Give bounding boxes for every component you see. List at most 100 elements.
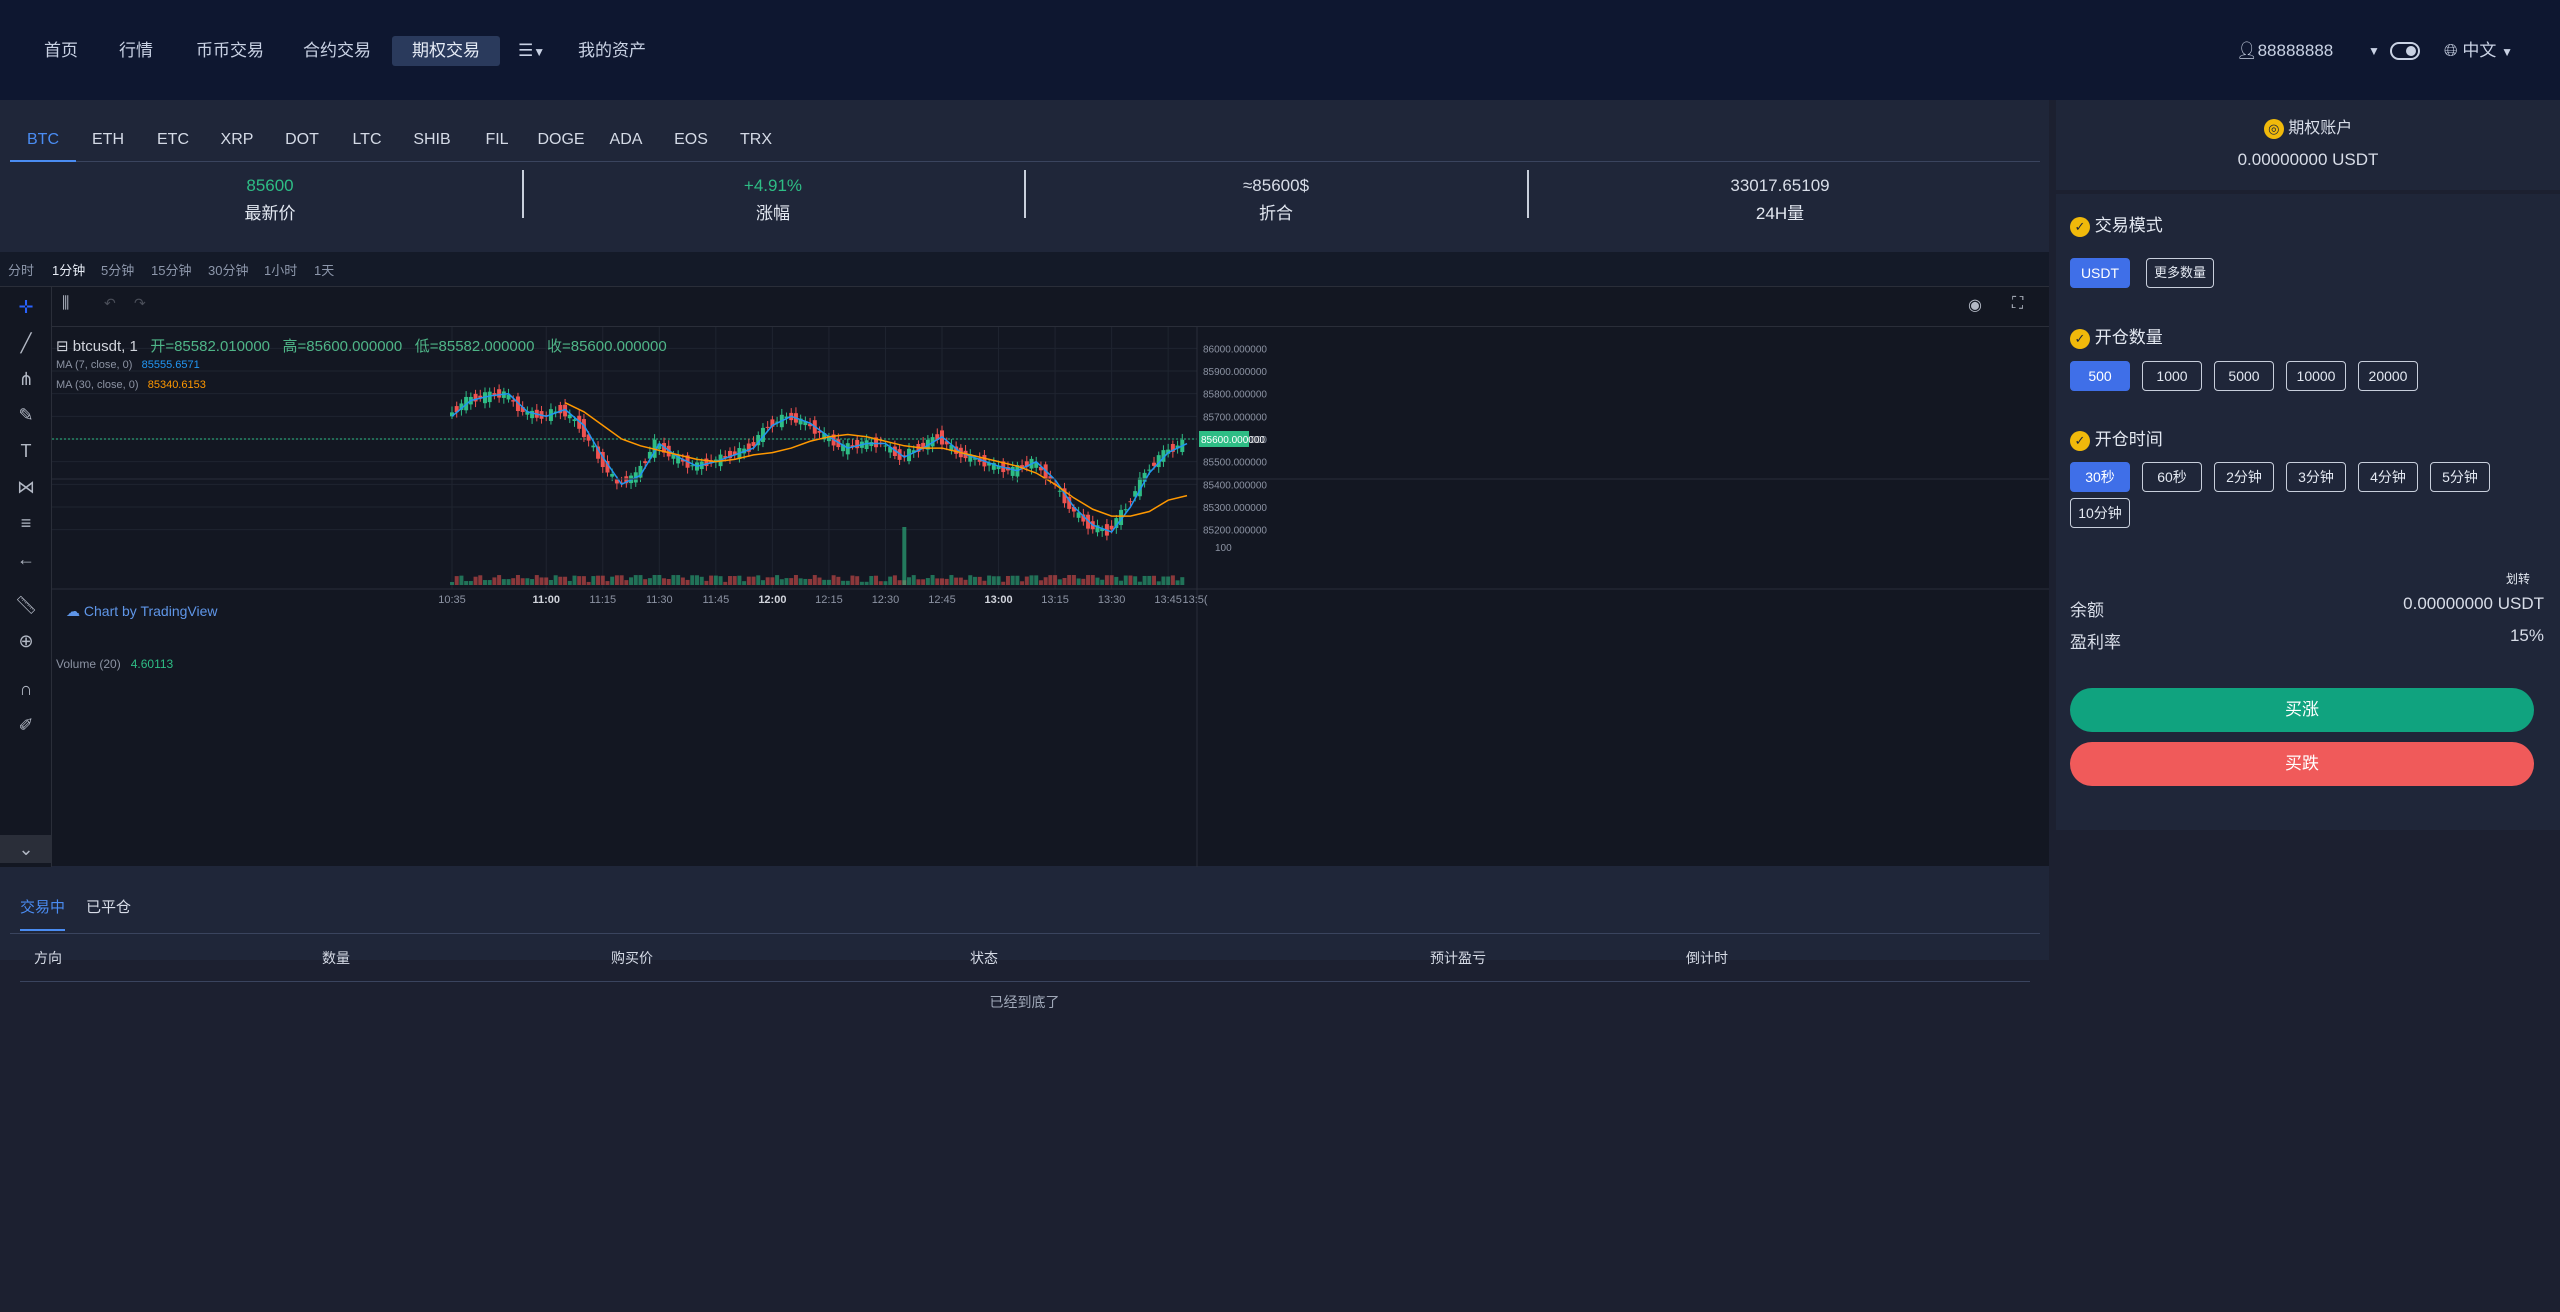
volume-bar: [718, 576, 723, 585]
ruler-icon[interactable]: 📏︎: [14, 595, 38, 615]
divider: [20, 981, 2030, 982]
amount-1000-button[interactable]: 1000: [2142, 361, 2202, 391]
text-tool-icon[interactable]: T: [20, 441, 32, 461]
nav-assets[interactable]: 我的资产: [578, 41, 646, 60]
magnet-icon[interactable]: ∩: [19, 679, 33, 699]
volume-bar: [864, 581, 869, 585]
interval-15m[interactable]: 15分钟: [151, 263, 192, 278]
tab-ada[interactable]: ADA: [609, 131, 643, 148]
time-60s-button[interactable]: 60秒: [2142, 462, 2202, 492]
tab-xrp[interactable]: XRP: [220, 131, 254, 148]
stat-label: 涨幅: [756, 204, 790, 223]
volume-bar: [963, 579, 968, 585]
nav-spot[interactable]: 币币交易: [196, 41, 264, 60]
lock-pencil-icon[interactable]: ✐: [18, 715, 34, 735]
time-tick-label: 13:00: [984, 594, 1012, 606]
tab-dot[interactable]: DOT: [285, 131, 319, 148]
candle-body: [572, 419, 577, 422]
tradingview-chart[interactable]: ✛ ╱ ⋔ ✎ T ⋈ ≡ ← 📏︎ ⊕ ∩ ✐ ⌄ ⫼ ↶ ↷ ◉ ⛶ 860…: [0, 286, 2049, 867]
camera-icon[interactable]: ◉: [1968, 297, 1982, 314]
volume-bar: [1029, 575, 1034, 585]
interval-1d[interactable]: 1天: [314, 263, 335, 278]
mode-more-button[interactable]: 更多数量: [2146, 258, 2214, 288]
balance-label: 余额: [2070, 601, 2104, 620]
tab-etc[interactable]: ETC: [157, 131, 189, 148]
chart-type-icon[interactable]: ⫼: [62, 295, 70, 312]
chevron-down-icon[interactable]: ⌄: [0, 835, 52, 863]
tradingview-attribution[interactable]: ☁ Chart by TradingView: [66, 603, 217, 620]
mode-usdt-button[interactable]: USDT: [2070, 258, 2130, 288]
volume-bar: [1156, 581, 1161, 585]
zoom-in-icon[interactable]: ⊕: [18, 631, 34, 651]
tab-ltc[interactable]: LTC: [352, 131, 382, 148]
brush-icon[interactable]: ✎: [18, 405, 34, 425]
time-title: ✓ 开仓时间: [2070, 428, 2163, 452]
trend-line-icon[interactable]: ╱: [20, 333, 32, 353]
buy-down-button[interactable]: 买跌: [2070, 742, 2534, 786]
tab-eth[interactable]: ETH: [92, 131, 124, 148]
interval-1h[interactable]: 1小时: [264, 263, 298, 278]
time-2m-button[interactable]: 2分钟: [2214, 462, 2274, 492]
caret-down-icon[interactable]: ▼: [2368, 44, 2380, 58]
price-chart: 86000.000000 85900.000000 85800.000000 8570…: [52, 327, 2049, 867]
prediction-icon[interactable]: ≡: [20, 513, 32, 533]
buy-up-button[interactable]: 买涨: [2070, 688, 2534, 732]
tab-fil[interactable]: FIL: [485, 131, 509, 148]
time-10m-button[interactable]: 10分钟: [2070, 498, 2130, 528]
col-quantity: 数量: [322, 950, 350, 966]
interval-30m[interactable]: 30分钟: [208, 263, 249, 278]
nav-options[interactable]: 期权交易: [392, 36, 500, 66]
crosshair-icon[interactable]: ✛: [18, 297, 34, 317]
volume-bar: [770, 577, 775, 585]
volume-tick-label: 100: [1215, 543, 1232, 554]
tab-closed-orders[interactable]: 已平仓: [86, 899, 132, 916]
candle-body: [751, 442, 756, 446]
theme-toggle[interactable]: [2390, 42, 2420, 60]
volume-bar: [506, 579, 511, 585]
back-arrow-icon[interactable]: ←: [17, 549, 35, 569]
volume-bar: [902, 527, 907, 585]
time-4m-button[interactable]: 4分钟: [2358, 462, 2418, 492]
amount-10000-button[interactable]: 10000: [2286, 361, 2346, 391]
volume-bar: [464, 581, 469, 585]
nav-market[interactable]: 行情: [119, 41, 153, 60]
user-account[interactable]: 👤︎88888888: [2236, 36, 2333, 66]
time-5m-button[interactable]: 5分钟: [2430, 462, 2490, 492]
volume-bar: [855, 576, 860, 585]
interval-tick[interactable]: 分时: [8, 263, 35, 278]
tab-btc[interactable]: BTC: [10, 128, 76, 162]
time-30s-button[interactable]: 30秒: [2070, 462, 2130, 492]
interval-bar: 分时 1分钟 5分钟 15分钟 30分钟 1小时 1天: [0, 252, 2049, 286]
volume-bar: [473, 576, 478, 585]
nav-home[interactable]: 首页: [44, 41, 78, 60]
interval-5m[interactable]: 5分钟: [101, 263, 135, 278]
candle-body: [530, 410, 535, 419]
language-selector[interactable]: 🌐︎ 中文 ▼: [2444, 36, 2513, 66]
collapse-icon[interactable]: ⊟: [56, 338, 69, 355]
volume-bar: [572, 575, 577, 585]
tab-doge[interactable]: DOGE: [537, 131, 585, 148]
tab-eos[interactable]: EOS: [674, 131, 708, 148]
pitchfork-icon[interactable]: ⋔: [18, 369, 34, 389]
amount-20000-button[interactable]: 20000: [2358, 361, 2418, 391]
volume-bar: [1152, 575, 1157, 585]
redo-icon[interactable]: ↷: [134, 295, 146, 311]
amount-500-button[interactable]: 500: [2070, 361, 2130, 391]
candle-body: [723, 456, 728, 458]
pattern-icon[interactable]: ⋈: [17, 477, 35, 497]
undo-icon[interactable]: ↶: [104, 295, 116, 311]
tab-shib[interactable]: SHIB: [413, 131, 451, 148]
time-3m-button[interactable]: 3分钟: [2286, 462, 2346, 492]
nav-contract[interactable]: 合约交易: [303, 41, 371, 60]
tab-open-orders[interactable]: 交易中: [20, 896, 66, 931]
volume-bar: [958, 577, 963, 585]
tab-trx[interactable]: TRX: [740, 131, 772, 148]
amount-5000-button[interactable]: 5000: [2214, 361, 2274, 391]
fullscreen-icon[interactable]: ⛶: [2012, 295, 2024, 312]
interval-1m[interactable]: 1分钟: [52, 263, 86, 278]
transfer-link[interactable]: 划转: [2506, 572, 2531, 586]
balance-value: 0.00000000 USDT: [2403, 594, 2544, 613]
volume-bar: [803, 578, 808, 585]
volume-bar: [1161, 576, 1166, 585]
nav-more-menu[interactable]: ☰▼: [508, 36, 555, 66]
